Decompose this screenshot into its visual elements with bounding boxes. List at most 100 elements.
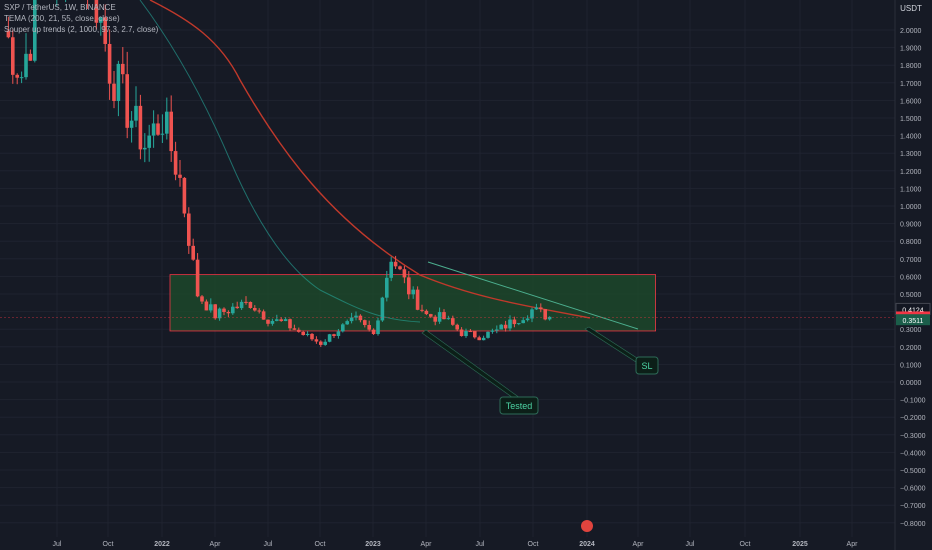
x-tick-label: Jul bbox=[476, 541, 485, 548]
candle-body bbox=[244, 301, 248, 303]
candle-body bbox=[195, 259, 200, 297]
candle-body bbox=[345, 321, 349, 325]
x-tick-label: 2025 bbox=[792, 541, 808, 548]
candle-body bbox=[547, 316, 552, 320]
candle-body bbox=[349, 317, 354, 322]
candle-body bbox=[222, 308, 226, 312]
y-tick-label: 1.3000 bbox=[900, 151, 922, 158]
y-tick-label: 0.3000 bbox=[900, 327, 922, 334]
candle-body bbox=[187, 213, 191, 246]
candle-body bbox=[367, 325, 371, 330]
x-tick-label: Oct bbox=[528, 541, 539, 548]
candle-body bbox=[477, 337, 481, 341]
candle-body bbox=[380, 297, 385, 321]
tema-teal-line bbox=[139, 0, 421, 323]
candle-body bbox=[371, 329, 376, 335]
descending-trendline bbox=[427, 261, 639, 330]
y-tick-label: 0.8000 bbox=[900, 239, 922, 246]
candle-body bbox=[534, 307, 539, 310]
candle-body bbox=[363, 320, 367, 326]
candle-body bbox=[459, 329, 464, 337]
candle-body bbox=[99, 17, 103, 23]
trend-drawings bbox=[0, 261, 895, 401]
candle-body bbox=[437, 312, 442, 322]
y-tick-label: 1.9000 bbox=[900, 46, 922, 53]
candle-body bbox=[433, 316, 437, 322]
candle-body bbox=[129, 120, 134, 128]
candle-body bbox=[301, 331, 305, 336]
candle-body bbox=[279, 319, 283, 322]
candle-body bbox=[297, 329, 301, 332]
candle-body bbox=[213, 304, 217, 319]
candle-body bbox=[442, 312, 446, 320]
x-tick-label: Apr bbox=[421, 541, 433, 548]
candle-body bbox=[332, 334, 336, 336]
y-tick-label: 0.1000 bbox=[900, 362, 922, 369]
x-tick-label: Apr bbox=[847, 541, 859, 548]
grid-lines bbox=[0, 0, 895, 537]
candle-body bbox=[261, 311, 266, 320]
candle-body bbox=[19, 77, 24, 79]
candle-body bbox=[204, 301, 209, 311]
tradingview-logo[interactable] bbox=[581, 520, 593, 532]
x-tick-label: Oct bbox=[103, 541, 114, 548]
candle-body bbox=[169, 111, 173, 152]
y-tick-label: 1.4000 bbox=[900, 134, 922, 141]
candle-body bbox=[407, 277, 411, 295]
time-axis-labels: Jul Oct 2022 Apr Jul Oct 2023 Apr Jul Oct 2024 Apr J… bbox=[53, 541, 859, 548]
candle-body bbox=[424, 310, 429, 315]
candle-body bbox=[319, 341, 323, 345]
price-axis-panel[interactable] bbox=[895, 0, 932, 550]
candle-body bbox=[530, 309, 534, 319]
candle-body bbox=[464, 331, 468, 337]
candle-body bbox=[270, 320, 275, 324]
symbol-title: SXP / TetherUS, 1W, BINANCE bbox=[4, 3, 116, 12]
candle-body bbox=[376, 320, 380, 335]
candle-body bbox=[235, 306, 239, 309]
candle-body bbox=[473, 331, 477, 338]
candle-body bbox=[121, 63, 125, 75]
candle-body bbox=[354, 315, 358, 318]
candle-body bbox=[209, 304, 213, 311]
y-tick-label: −0.1000 bbox=[900, 398, 926, 405]
chart-legend: SXP / TetherUS, 1W, BINANCE TEMA (200, 2… bbox=[4, 2, 158, 35]
tested-callout-label: Tested bbox=[506, 401, 533, 411]
candle-body bbox=[288, 319, 292, 329]
candle-body bbox=[239, 301, 244, 309]
candle-body bbox=[517, 323, 521, 325]
candle-body bbox=[182, 177, 187, 214]
candle-body bbox=[336, 331, 341, 336]
y-tick-label: −0.4000 bbox=[900, 450, 926, 457]
x-tick-label: 2024 bbox=[579, 541, 595, 548]
candle-body bbox=[173, 151, 178, 175]
candle-body bbox=[481, 337, 486, 341]
candle-body bbox=[257, 310, 261, 312]
candle-body bbox=[253, 307, 257, 311]
candle-body bbox=[160, 133, 165, 135]
candle-body bbox=[499, 324, 503, 330]
candle-body bbox=[486, 331, 490, 338]
price-tag-label: 0.3511 bbox=[903, 318, 924, 325]
x-tick-label: 2022 bbox=[154, 541, 170, 548]
candle-body bbox=[292, 328, 297, 330]
candle-body bbox=[393, 261, 398, 267]
y-tick-label: 0.7000 bbox=[900, 257, 922, 264]
callouts: Tested SL bbox=[499, 356, 659, 415]
tema-lines bbox=[139, 0, 591, 323]
tema-red-line bbox=[149, 0, 591, 319]
candle-body bbox=[143, 147, 147, 150]
candle-body bbox=[191, 245, 195, 260]
candle-body bbox=[508, 319, 512, 329]
candle-body bbox=[125, 74, 129, 128]
candle-body bbox=[305, 333, 310, 336]
candle-body bbox=[539, 307, 543, 310]
x-tick-label: Jul bbox=[53, 541, 62, 548]
candle-body bbox=[200, 296, 204, 302]
candle-body bbox=[314, 339, 319, 342]
x-tick-label: 2023 bbox=[365, 541, 381, 548]
candle-body bbox=[420, 309, 424, 311]
candle-body bbox=[156, 123, 160, 135]
y-tick-label: 0.6000 bbox=[900, 274, 922, 281]
